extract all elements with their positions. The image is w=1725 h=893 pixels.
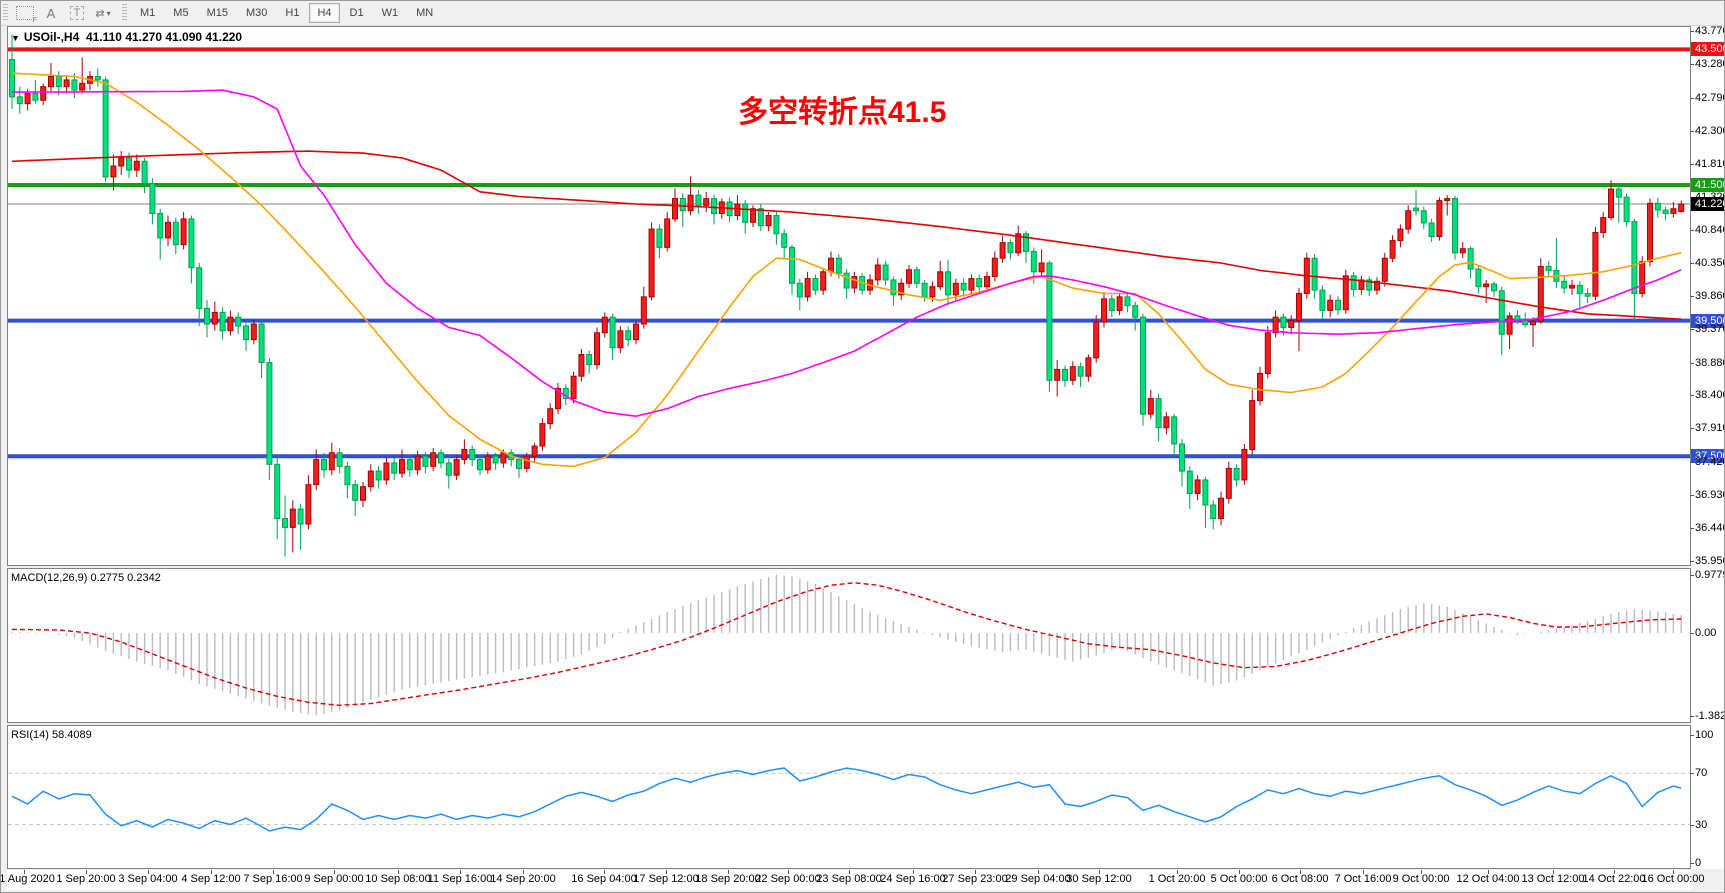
axis-label--1.382: -1.382 (1695, 710, 1725, 722)
price-badge-37.500: 37.500 (1691, 449, 1724, 463)
axis-label-38.880: 38.880 (1695, 357, 1724, 369)
chart-toolbar: A T ⇄▾ M1 M5 M15 M30 H1 H4 D1 W1 MN (1, 1, 1724, 26)
time-label: 1 Oct 20:00 (1148, 873, 1206, 885)
axis-label-42.300: 42.300 (1695, 125, 1724, 137)
collapse-triangle-icon[interactable]: ▼ (11, 33, 20, 43)
time-label: 29 Sep 04:00 (1005, 873, 1071, 885)
axis-label-38.400: 38.400 (1695, 389, 1724, 401)
timeframe-button-m15[interactable]: M15 (206, 7, 228, 19)
axis-label-0: 0 (1695, 857, 1702, 869)
axis-label-36.440: 36.440 (1695, 522, 1724, 534)
time-label: 4 Sep 12:00 (181, 873, 241, 885)
axis-label-35.950: 35.950 (1695, 555, 1724, 567)
price-badge-41.500: 41.500 (1691, 178, 1724, 192)
chevron-down-icon[interactable]: ▾ (106, 8, 111, 18)
time-label: 12 Oct 04:00 (1456, 873, 1520, 885)
axis-label-43.280: 43.280 (1695, 58, 1724, 70)
axis-label-40.840: 40.840 (1695, 224, 1724, 236)
time-label: 24 Sep 16:00 (880, 873, 946, 885)
time-label: 7 Oct 16:00 (1334, 873, 1392, 885)
macd-pane[interactable] (7, 568, 1691, 723)
time-label: 22 Sep 00:00 (755, 873, 821, 885)
time-label: 27 Sep 23:00 (942, 873, 1008, 885)
time-label: 17 Sep 12:00 (633, 873, 699, 885)
price-badge-39.500: 39.500 (1691, 314, 1724, 328)
rsi-indicator-label: RSI(14) 58.4089 (11, 729, 92, 741)
toolbar-grip[interactable] (3, 4, 8, 22)
symbol-label: USOil-,H4 (23, 30, 80, 44)
time-label: 13 Oct 12:00 (1521, 873, 1585, 885)
macd-indicator-label: MACD(12,26,9) 0.2775 0.2342 (11, 572, 161, 584)
time-label: 18 Sep 20:00 (695, 873, 761, 885)
timeframe-button-w1[interactable]: W1 (381, 7, 399, 19)
time-label: 14 Oct 22:00 (1582, 873, 1646, 885)
axis-label-42.790: 42.790 (1695, 92, 1724, 104)
axis-label-0.00: 0.00 (1695, 627, 1717, 639)
axis-label-36.930: 36.930 (1695, 489, 1724, 501)
axis-label-39.370: 39.370 (1695, 323, 1724, 335)
time-label: 23 Sep 08:00 (816, 873, 882, 885)
timeframe-button-m30[interactable]: M30 (245, 7, 268, 19)
axis-label-43.770: 43.770 (1695, 25, 1724, 37)
crosshair-grid-icon[interactable] (14, 3, 37, 24)
ohlc-values: 41.110 41.270 41.090 41.220 (85, 30, 243, 44)
axis-label-37.910: 37.910 (1695, 422, 1724, 434)
axis-label-100: 100 (1695, 729, 1714, 741)
time-label: 3 Sep 04:00 (118, 873, 178, 885)
time-label: 6 Oct 08:00 (1271, 873, 1329, 885)
time-label: 31 Aug 2020 (1, 873, 55, 885)
time-label: 9 Oct 00:00 (1392, 873, 1450, 885)
axis-label-39.860: 39.860 (1695, 290, 1724, 302)
time-label: 1 Sep 20:00 (56, 873, 116, 885)
time-label: 30 Sep 12:00 (1066, 873, 1132, 885)
timeframe-button-h1[interactable]: H1 (285, 7, 300, 19)
axis-label-0.9779: 0.9779 (1695, 569, 1724, 581)
time-label: 11 Sep 16:00 (427, 873, 493, 885)
timeframe-button-m5[interactable]: M5 (173, 7, 189, 19)
time-label: 10 Sep 08:00 (365, 873, 431, 885)
main-chart-pane[interactable] (7, 26, 1691, 566)
chart-symbol-title: ▼ USOil-,H4 41.110 41.270 41.090 41.220 (11, 30, 242, 44)
time-label: 16 Oct 00:00 (1641, 873, 1705, 885)
timeframe-button-m1[interactable]: M1 (140, 7, 156, 19)
arrows-objects-icon[interactable]: ⇄ ▾ (95, 7, 111, 20)
axis-label-37.420: 37.420 (1695, 456, 1724, 468)
price-scale-column[interactable] (1691, 26, 1724, 869)
axis-label-30: 30 (1695, 819, 1708, 831)
text-box-icon[interactable]: T (66, 3, 88, 23)
price-badge-43.500: 43.500 (1691, 42, 1724, 56)
toolbar-grip-2[interactable] (122, 4, 127, 22)
time-label: 9 Sep 00:00 (304, 873, 364, 885)
time-label: 14 Sep 20:00 (490, 873, 556, 885)
time-label: 16 Sep 04:00 (571, 873, 637, 885)
price-badge-41.220: 41.220 (1691, 197, 1724, 211)
axis-label-41.810: 41.810 (1695, 158, 1724, 170)
chart-annotation-text: 多空转折点41.5 (738, 96, 947, 129)
timeframe-button-mn[interactable]: MN (416, 7, 434, 19)
axis-label-40.350: 40.350 (1695, 257, 1724, 269)
text-a-icon[interactable]: A (46, 5, 56, 21)
timeframe-button-h4[interactable]: H4 (309, 3, 340, 23)
rsi-pane[interactable] (7, 725, 1691, 869)
time-axis-strip[interactable] (7, 870, 1691, 890)
time-label: 5 Oct 00:00 (1210, 873, 1268, 885)
timeframe-button-d1[interactable]: D1 (349, 7, 364, 19)
axis-label-70: 70 (1695, 767, 1708, 779)
timeframe-button-group: M1 M5 M15 M30 H1 H4 D1 W1 MN (131, 3, 442, 23)
time-label: 7 Sep 16:00 (243, 873, 303, 885)
